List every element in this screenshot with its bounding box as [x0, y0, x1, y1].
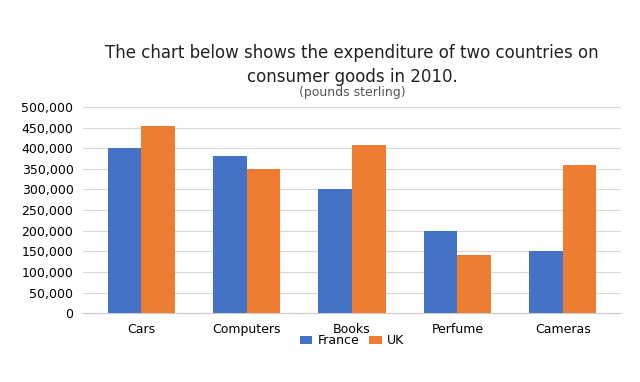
- Bar: [141, 126, 175, 313]
- Bar: [352, 145, 386, 313]
- Bar: [318, 189, 352, 313]
- Bar: [529, 251, 563, 313]
- Legend: France, UK: France, UK: [295, 329, 409, 352]
- Bar: [424, 231, 458, 313]
- Bar: [458, 256, 491, 313]
- Text: (pounds sterling): (pounds sterling): [299, 86, 405, 99]
- Bar: [563, 165, 596, 313]
- Bar: [213, 157, 246, 313]
- Title: The chart below shows the expenditure of two countries on
consumer goods in 2010: The chart below shows the expenditure of…: [105, 44, 599, 86]
- Bar: [246, 169, 280, 313]
- Bar: [108, 148, 141, 313]
